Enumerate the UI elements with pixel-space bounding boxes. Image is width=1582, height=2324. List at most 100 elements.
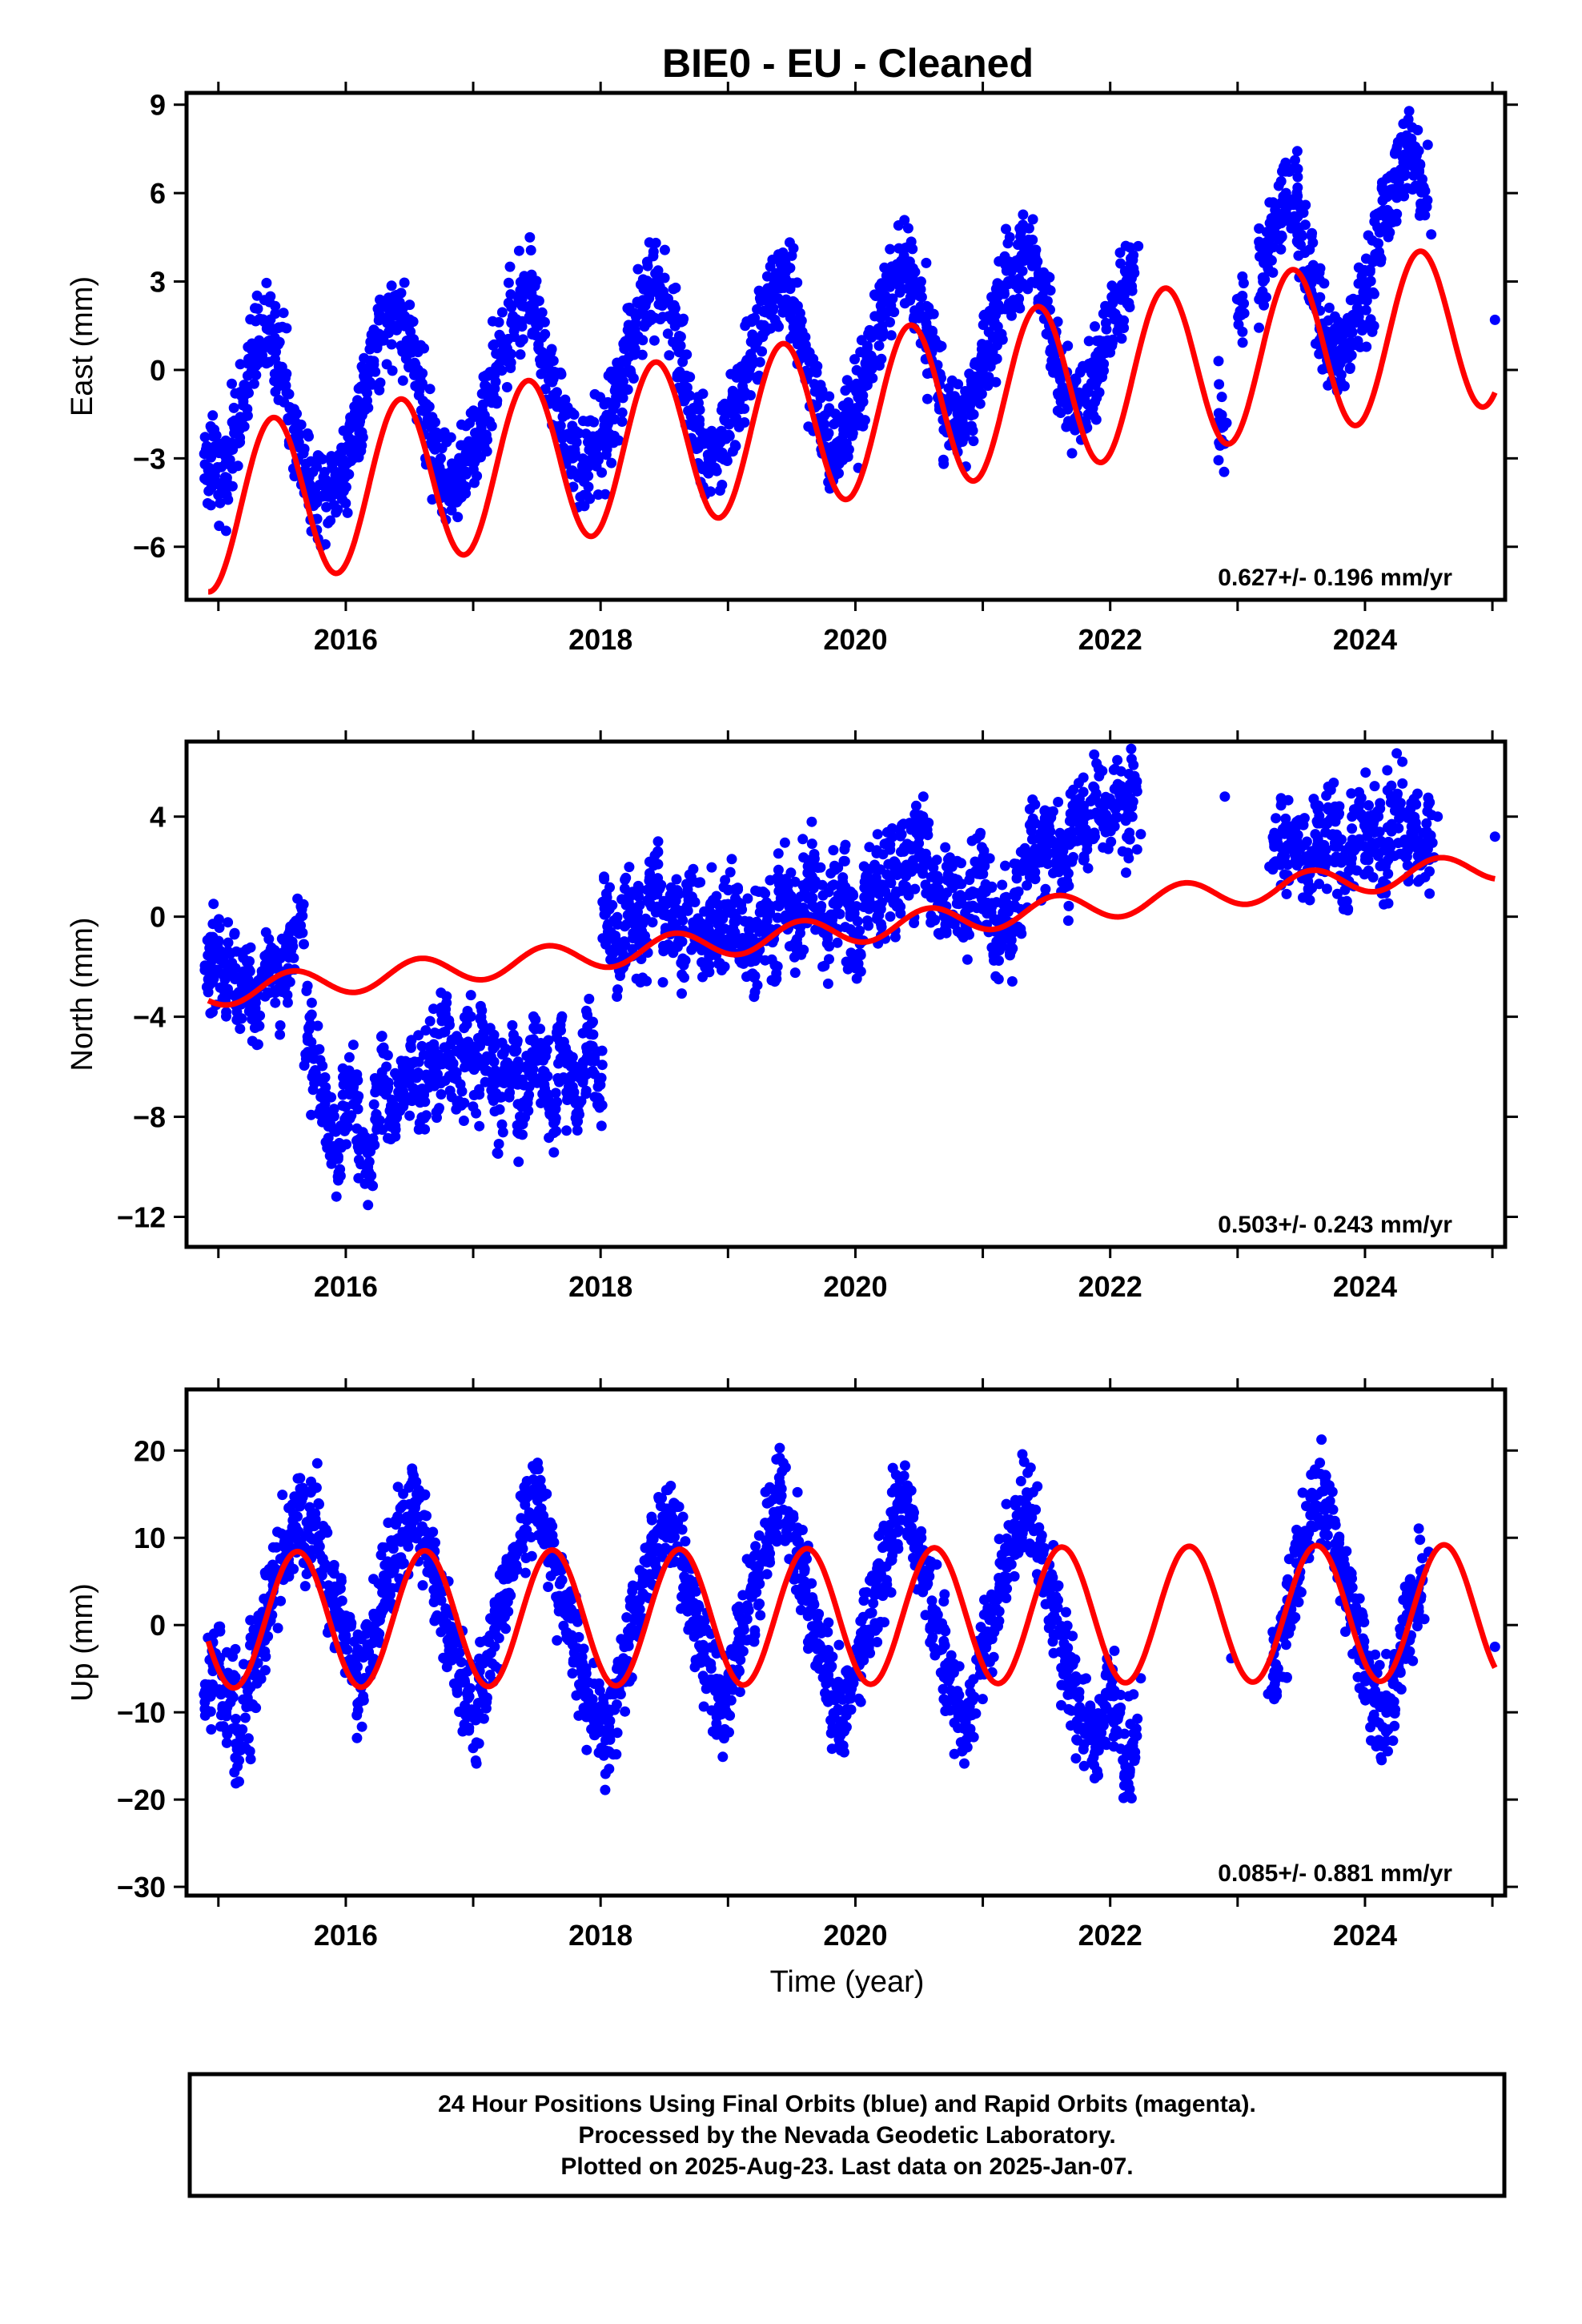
north-data-point (964, 902, 975, 913)
east-data-point (378, 335, 389, 346)
east-data-point (555, 367, 566, 378)
east-data-point (1091, 372, 1102, 383)
east-data-point (356, 440, 367, 451)
east-rate-label: 0.627+/- 0.196 mm/yr (1218, 565, 1452, 591)
north-data-point (1063, 827, 1074, 838)
north-data-point (349, 1075, 360, 1086)
east-data-point (284, 402, 295, 412)
north-data-point (595, 1080, 606, 1091)
east-y-tick-label: −6 (133, 531, 166, 564)
north-data-point (520, 1112, 531, 1123)
north-data-point (574, 1109, 584, 1120)
east-data-point (887, 275, 898, 287)
east-data-point (838, 429, 849, 440)
east-data-point (397, 375, 408, 386)
east-data-point (228, 402, 239, 413)
east-data-point (207, 423, 217, 434)
east-data-point (1391, 186, 1403, 197)
north-data-point (1399, 847, 1410, 858)
east-data-point (873, 340, 885, 352)
east-data-point (1360, 304, 1371, 316)
north-data-point (1090, 788, 1102, 799)
north-data-point (351, 1136, 362, 1147)
north-data-point (306, 1009, 317, 1020)
east-data-point (412, 347, 424, 358)
east-data-point (281, 387, 292, 398)
east-data-point (1332, 364, 1343, 374)
north-data-point (1321, 790, 1332, 801)
north-data-point (1303, 883, 1314, 895)
east-data-point (307, 466, 319, 477)
east-data-point (270, 308, 281, 320)
north-data-point (785, 867, 797, 879)
east-data-point (1083, 336, 1094, 347)
east-data-point (488, 340, 499, 351)
north-data-point (1122, 847, 1134, 858)
east-data-point (1357, 325, 1367, 336)
north-data-point (791, 934, 802, 945)
east-data-point (532, 320, 544, 332)
east-data-point (243, 388, 254, 399)
east-data-point (1259, 300, 1270, 311)
north-data-point (652, 858, 664, 870)
north-data-point (693, 877, 704, 888)
north-data-point (972, 866, 983, 877)
north-data-point (772, 912, 783, 923)
north-data-point (235, 1023, 246, 1035)
east-data-point (861, 343, 873, 354)
east-data-point (596, 467, 608, 478)
north-data-point (584, 993, 595, 1004)
north-data-point (1271, 830, 1282, 842)
east-data-point (273, 360, 284, 372)
east-data-point (981, 372, 992, 383)
east-data-point (1221, 417, 1232, 428)
east-data-point (854, 385, 865, 396)
east-data-point (242, 404, 253, 415)
east-data-point (243, 354, 255, 365)
east-data-point (503, 333, 514, 344)
north-data-point (891, 897, 902, 908)
north-data-point (275, 1029, 286, 1040)
north-data-point (635, 977, 646, 988)
north-data-point (521, 1094, 532, 1105)
north-data-point (750, 920, 761, 931)
north-data-point (1063, 900, 1074, 911)
north-data-point (1105, 826, 1116, 837)
north-data-point (223, 917, 234, 928)
east-data-point (993, 290, 1004, 301)
north-data-point (433, 1104, 444, 1116)
north-data-point (1343, 905, 1353, 916)
east-data-point (1030, 260, 1042, 271)
east-data-point (250, 316, 261, 327)
east-x-tick-label: 2024 (1333, 623, 1397, 656)
north-data-point (665, 909, 676, 920)
figure-title: BIE0 - EU - Cleaned (662, 41, 1034, 86)
east-data-point (479, 410, 490, 421)
east-data-point (1234, 293, 1245, 304)
east-data-point (1365, 275, 1376, 287)
north-data-point (390, 1120, 401, 1132)
east-data-point (843, 397, 854, 408)
north-data-point (597, 896, 608, 907)
east-data-point (1291, 187, 1303, 199)
east-data-point (1062, 340, 1074, 352)
north-data-point (917, 791, 929, 802)
east-data-point (1070, 424, 1081, 436)
north-data-point (208, 899, 219, 910)
east-data-point (524, 231, 536, 243)
east-data-point (1030, 252, 1041, 263)
east-data-point (202, 498, 213, 509)
north-data-point (713, 908, 725, 919)
north-data-point (317, 1060, 328, 1072)
east-data-point (513, 245, 524, 256)
north-data-point (1363, 800, 1374, 811)
north-data-point (942, 887, 953, 899)
north-data-point (671, 874, 682, 885)
north-data-point (1367, 818, 1379, 830)
east-data-point (1054, 374, 1066, 385)
east-data-point (632, 263, 644, 275)
north-data-point (498, 1047, 509, 1059)
east-data-point (1022, 243, 1033, 255)
north-data-point (806, 816, 817, 827)
east-data-point (682, 372, 693, 383)
